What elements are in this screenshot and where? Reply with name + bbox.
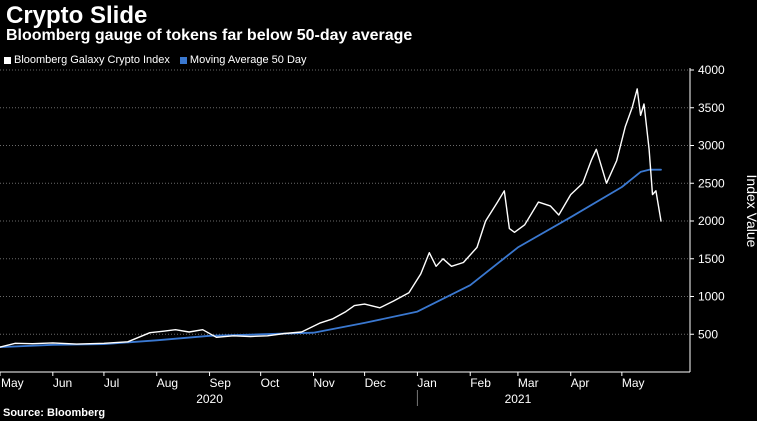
legend-item-moving-average: Moving Average 50 Day (179, 53, 307, 67)
x-tick-label-feb-9: Feb (470, 376, 491, 390)
x-tick-label-may-0: May (1, 376, 24, 390)
y-axis-title: Index Value (744, 175, 757, 248)
series-line-index (0, 88, 662, 348)
year-label-2020: 2020 (196, 392, 223, 406)
y-tick-label-1000: 1000 (698, 290, 725, 304)
x-tick-label-jun-1: Jun (53, 376, 72, 390)
x-tick-label-sep-4: Sep (210, 376, 232, 390)
x-tick-label-may-12: May (622, 376, 645, 390)
chart-subtitle: Bloomberg gauge of tokens far below 50-d… (6, 27, 413, 44)
x-tick-label-mar-10: Mar (518, 376, 539, 390)
y-tick-label-2000: 2000 (698, 214, 725, 228)
year-label-2021: 2021 (505, 392, 532, 406)
chart-title: Crypto Slide (6, 2, 148, 29)
y-tick-label-4000: 4000 (698, 63, 725, 77)
legend-swatch-moving-average (179, 56, 187, 64)
legend-label-moving-average: Moving Average 50 Day (189, 54, 307, 66)
x-tick-label-apr-11: Apr (571, 376, 590, 390)
x-tick-label-oct-5: Oct (261, 376, 280, 390)
x-tick-label-dec-7: Dec (365, 376, 386, 390)
legend-swatch-index (4, 56, 11, 64)
y-tick-label-1500: 1500 (698, 252, 725, 266)
x-tick-label-aug-3: Aug (157, 376, 178, 390)
legend-label-index: Bloomberg Galaxy Crypto Index (14, 54, 170, 66)
series-line-moving-average (0, 168, 662, 349)
y-tick-label-2500: 2500 (698, 176, 725, 190)
x-tick-label-jan-8: Jan (417, 376, 436, 390)
chart-legend: Bloomberg Galaxy Crypto Index Moving Ave… (4, 53, 317, 67)
y-tick-label-3000: 3000 (698, 139, 725, 153)
chart-source: Source: Bloomberg (3, 407, 106, 419)
legend-item-index: Bloomberg Galaxy Crypto Index (4, 53, 170, 67)
y-tick-label-3500: 3500 (698, 101, 725, 115)
x-tick-label-jul-2: Jul (104, 376, 119, 390)
y-tick-label-500: 500 (698, 327, 718, 341)
x-tick-label-nov-6: Nov (313, 376, 334, 390)
